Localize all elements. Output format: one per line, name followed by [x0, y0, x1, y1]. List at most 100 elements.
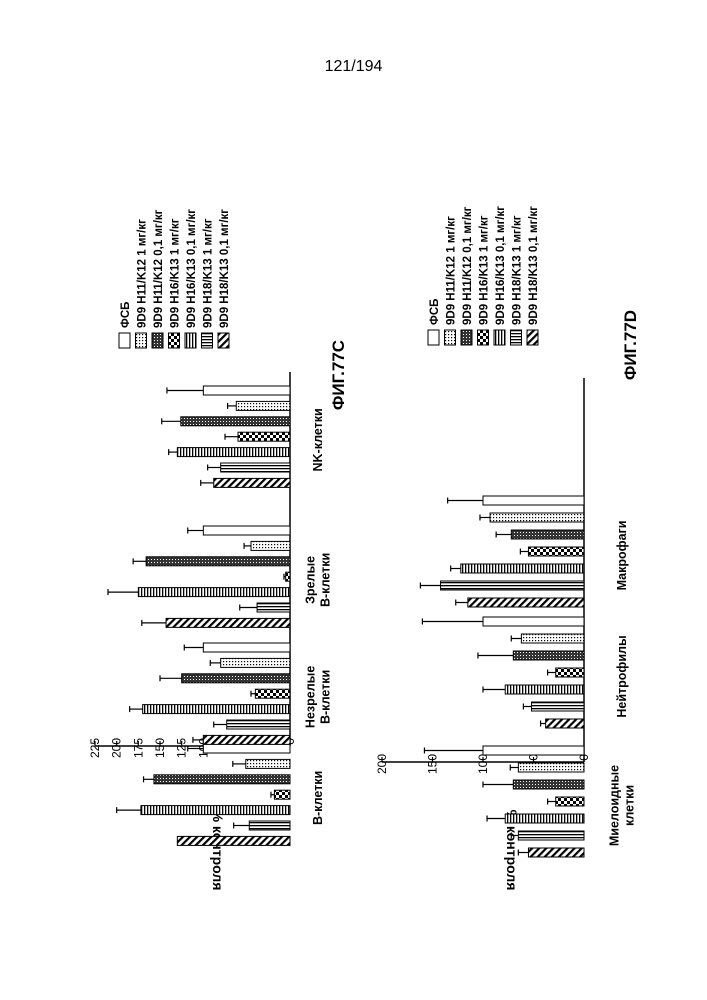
legend-label: 9D9 H18/K13 0,1 мг/кг: [219, 209, 231, 328]
legend-swatch: [136, 333, 147, 348]
category-label: B-клетки: [311, 771, 325, 825]
category-label: Макрофаги: [615, 521, 629, 591]
bar: [483, 746, 584, 755]
y-tick-label: 200: [110, 738, 124, 758]
legend-77d: ФСБ 9D9 H11/K12 1 мг/кг 9D9 H11/K12 0,1 мг…: [428, 206, 540, 345]
bar: [513, 780, 584, 789]
legend-label: 9D9 H11/K12 1 мг/кг: [446, 216, 458, 325]
bar: [143, 705, 290, 714]
legend-77c: ФСБ 9D9 H11/K12 1 мг/кг 9D9 H11/K12 0,1 мг…: [119, 209, 231, 348]
y-tick-label: 100: [476, 754, 490, 774]
figure-label-77d: ФИГ.77D: [621, 310, 640, 380]
category-label: B-клетки: [319, 553, 333, 607]
bar: [236, 401, 290, 410]
bar: [531, 702, 584, 711]
chart-77c: 0255075100125150175200225% контроляB-кле…: [88, 372, 333, 890]
bar: [505, 685, 584, 694]
bar: [251, 541, 290, 550]
y-tick-label: 125: [175, 738, 189, 758]
bar: [257, 603, 290, 612]
legend-label: 9D9 H16/K13 0,1 мг/кг: [495, 206, 507, 325]
bar: [518, 831, 584, 840]
legend-swatch: [152, 333, 163, 348]
bar: [511, 530, 584, 539]
legend-swatch: [119, 333, 130, 348]
bar: [203, 643, 290, 652]
category-label: Незрелые: [304, 666, 318, 728]
bar: [274, 790, 290, 799]
category-label: Нейтрофилы: [615, 635, 629, 717]
bar: [255, 689, 290, 698]
y-tick-label: 225: [88, 738, 102, 758]
chart-77d: 050100150200% контроляМиелоидныеклеткиНе…: [375, 378, 637, 890]
bar: [246, 759, 290, 768]
bar: [221, 463, 290, 472]
bar: [221, 658, 290, 667]
y-axis-label: % контроля: [210, 810, 226, 891]
category-label: клетки: [623, 785, 637, 826]
bar: [166, 618, 290, 627]
legend-swatch: [445, 330, 456, 345]
legend-label: 9D9 H16/K13 0,1 мг/кг: [186, 209, 198, 328]
bar: [483, 496, 584, 505]
legend-swatch: [527, 330, 538, 345]
bar: [528, 547, 584, 556]
bar: [214, 478, 290, 487]
legend-swatch: [185, 333, 196, 348]
bar: [490, 513, 584, 522]
bar: [203, 735, 290, 744]
bar: [556, 797, 584, 806]
bar: [518, 763, 584, 772]
legend-swatch: [461, 330, 472, 345]
bar: [461, 564, 584, 573]
legend-label: ФСБ: [120, 302, 132, 328]
legend-swatch: [202, 333, 213, 348]
y-tick-label: 150: [426, 754, 440, 774]
bar: [441, 581, 584, 590]
bar: [528, 848, 584, 857]
legend-label: 9D9 H11/K12 0,1 мг/кг: [153, 209, 165, 328]
legend-label: 9D9 H11/K12 0,1 мг/кг: [462, 206, 474, 325]
bar: [181, 417, 290, 426]
legend-label: 9D9 H18/K13 1 мг/кг: [203, 218, 215, 328]
legend-label: 9D9 H18/K13 0,1 мг/кг: [528, 206, 540, 325]
legend-swatch: [511, 330, 522, 345]
bar: [286, 572, 290, 581]
legend-swatch: [478, 330, 489, 345]
legend-swatch: [494, 330, 505, 345]
legend-swatch: [218, 333, 229, 348]
bar: [203, 386, 290, 395]
bar: [141, 806, 290, 815]
legend-label: 9D9 H11/K12 1 мг/кг: [137, 219, 149, 328]
legend-label: ФСБ: [429, 299, 441, 325]
bar: [468, 598, 584, 607]
figure-label-77c: ФИГ.77C: [329, 340, 348, 410]
legend-label: 9D9 H16/K13 1 мг/кг: [170, 218, 182, 328]
bar: [146, 557, 290, 566]
bar: [177, 836, 290, 845]
bar: [138, 588, 290, 597]
bar: [513, 651, 584, 660]
bar: [182, 674, 290, 683]
category-label: B-клетки: [319, 670, 333, 724]
bar: [238, 432, 290, 441]
y-tick-label: 150: [153, 738, 167, 758]
bar: [483, 617, 584, 626]
bar: [177, 448, 290, 457]
category-label: NK-клетки: [311, 408, 325, 471]
bar: [203, 526, 290, 535]
bar: [556, 668, 584, 677]
legend-swatch: [169, 333, 180, 348]
bar: [521, 634, 584, 643]
bar: [505, 814, 584, 823]
bar: [203, 744, 290, 753]
y-tick-label: 200: [375, 754, 389, 774]
category-label: Зрелые: [304, 556, 318, 604]
bar: [154, 775, 290, 784]
legend-swatch: [428, 330, 439, 345]
bar: [227, 720, 290, 729]
legend-label: 9D9 H18/K13 1 мг/кг: [512, 215, 524, 325]
legend-label: 9D9 H16/K13 1 мг/кг: [479, 215, 491, 325]
bar: [249, 821, 290, 830]
